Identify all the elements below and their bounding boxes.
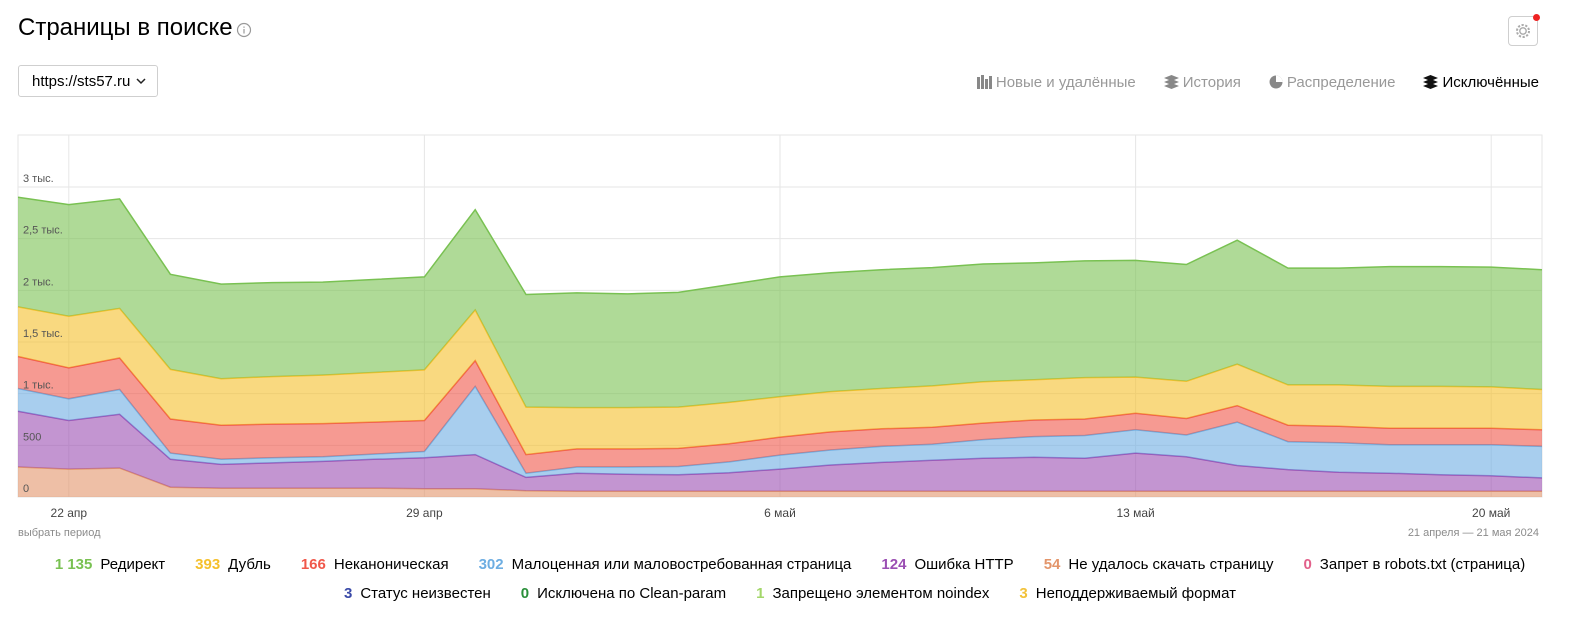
- legend-label: Ошибка HTTP: [914, 556, 1014, 573]
- legend-value: 3: [343, 585, 353, 602]
- legend-row: 1 135 Редирект 393 Дубль 166 Неканоническая 30…: [0, 556, 1580, 573]
- legend-value: 1: [756, 585, 765, 602]
- tab-new-deleted[interactable]: Новые и удалённые: [976, 73, 1136, 91]
- tab-new-deleted-label: Новые и удалённые: [995, 73, 1136, 91]
- x-tick-label: 29 апр: [406, 506, 443, 520]
- legend-label: Редирект: [100, 556, 166, 573]
- legend-label: Запрещено элементом noindex: [772, 585, 990, 602]
- tab-history[interactable]: История: [1163, 73, 1241, 91]
- legend-label: Дубль: [228, 556, 271, 573]
- legend-item[interactable]: 1 Запрещено элементом noindex: [756, 585, 989, 602]
- series-area: [18, 356, 1542, 474]
- info-icon[interactable]: [236, 22, 252, 38]
- x-tick-label: 22 апр: [51, 506, 88, 520]
- legend-item[interactable]: 393 Дубль: [195, 556, 271, 573]
- stack-icon: [1423, 75, 1439, 89]
- x-tick-label: 6 май: [764, 506, 796, 520]
- legend-label: Неподдерживаемый формат: [1035, 585, 1236, 602]
- legend-item[interactable]: 124 Ошибка HTTP: [881, 556, 1013, 573]
- legend-value: 1 135: [54, 556, 93, 573]
- legend-item[interactable]: 1 135 Редирект: [55, 556, 165, 573]
- layers-icon: [1163, 75, 1179, 89]
- legend-label: Статус неизвестен: [360, 585, 491, 602]
- series-line: [17, 196, 1543, 296]
- series-area: [18, 411, 1542, 492]
- series-area: [18, 467, 1542, 497]
- tab-excluded[interactable]: Исключённые: [1423, 74, 1539, 91]
- legend-item[interactable]: 302 Малоценная или маловостребованная стр…: [479, 556, 852, 573]
- tab-distribution[interactable]: Распределение: [1269, 73, 1396, 91]
- legend-label: Не удалось скачать страницу: [1068, 556, 1274, 573]
- x-tick-label: 13 май: [1116, 506, 1154, 520]
- select-period-link[interactable]: выбрать период: [18, 527, 101, 539]
- gear-icon: [1516, 24, 1530, 38]
- x-tick-label: 20 май: [1472, 506, 1510, 520]
- period-range: 21 апреля — 21 мая 2024: [1407, 527, 1539, 539]
- legend-value: 0: [1303, 556, 1312, 573]
- y-tick-label: 500: [23, 431, 41, 443]
- y-tick-label: 1,5 тыс.: [23, 328, 63, 340]
- y-tick-label: 2 тыс.: [23, 276, 54, 288]
- chevron-down-icon: [136, 78, 146, 85]
- host-select[interactable]: https://sts57.ru: [18, 65, 158, 97]
- legend-value: 0: [520, 585, 530, 602]
- legend-item[interactable]: 54 Не удалось скачать страницу: [1044, 556, 1274, 573]
- series-area: [18, 306, 1542, 455]
- tab-distribution-label: Распределение: [1286, 73, 1396, 91]
- legend-label: Малоценная или маловостребованная страни…: [511, 556, 852, 573]
- page-title: Страницы в поиске: [18, 14, 233, 41]
- tab-excluded-label: Исключённые: [1442, 73, 1539, 91]
- bars-icon: [976, 75, 992, 89]
- legend-value: 302: [478, 556, 504, 573]
- series-area: [18, 386, 1542, 478]
- series-area: [18, 197, 1542, 408]
- legend-value: 393: [195, 556, 221, 573]
- tab-history-label: История: [1182, 73, 1241, 91]
- legend-item[interactable]: 0 Запрет в robots.txt (страница): [1303, 556, 1525, 573]
- legend-value: 124: [881, 556, 907, 573]
- y-tick-label: 1 тыс.: [23, 380, 54, 392]
- pie-icon: [1269, 75, 1283, 89]
- notification-dot: [1533, 14, 1540, 21]
- y-tick-label: 0: [23, 483, 29, 495]
- y-tick-label: 2,5 тыс.: [23, 225, 63, 237]
- legend-value: 54: [1043, 556, 1061, 573]
- host-select-value: https://sts57.ru: [32, 72, 131, 90]
- y-tick-label: 3 тыс.: [23, 173, 54, 185]
- legend-item[interactable]: 3 Неподдерживаемый формат: [1019, 585, 1236, 602]
- legend-item[interactable]: 0 Исключена по Clean-param: [521, 585, 726, 602]
- settings-button[interactable]: [1508, 14, 1540, 46]
- legend-value: 166: [300, 556, 326, 573]
- view-switcher: Новые и удалённые История Распределение …: [949, 72, 1539, 92]
- legend-value: 3: [1019, 585, 1028, 602]
- legend-item[interactable]: 166 Неканоническая: [301, 556, 449, 573]
- legend-label: Запрет в robots.txt (страница): [1319, 556, 1526, 573]
- legend-row: 3 Статус неизвестен 0 Исключена по Clean-pa…: [0, 585, 1580, 602]
- legend-label: Исключена по Clean-param: [537, 585, 727, 602]
- legend-label: Неканоническая: [333, 556, 449, 573]
- legend-item[interactable]: 3 Статус неизвестен: [344, 585, 491, 602]
